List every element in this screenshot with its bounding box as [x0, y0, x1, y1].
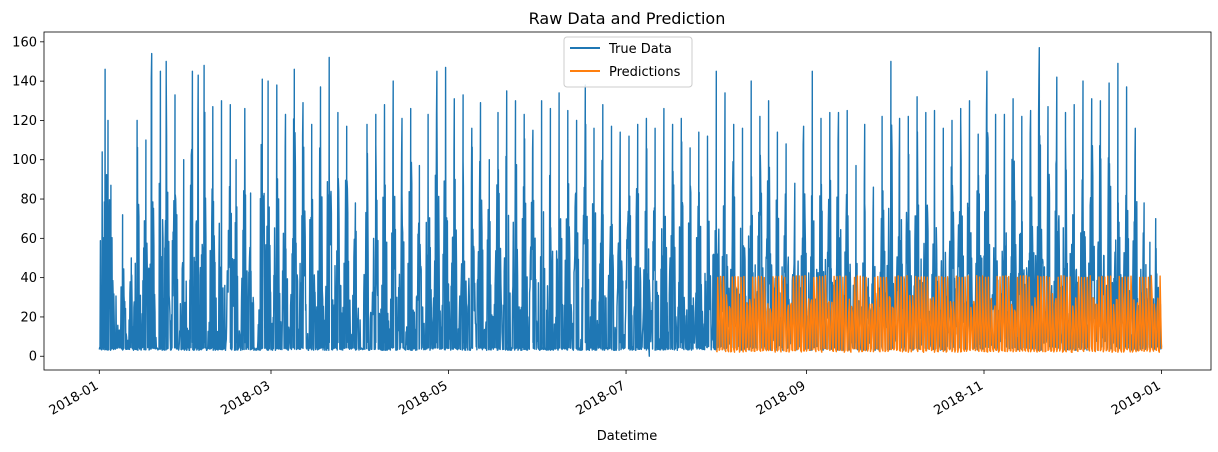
y-tick-label: 160 [12, 35, 37, 50]
legend: True Data Predictions [563, 36, 693, 88]
y-tick-label: 140 [12, 75, 37, 90]
series-layer [98, 47, 1163, 357]
x-axis-title: Datetime [597, 429, 657, 444]
y-tick-label: 120 [12, 114, 37, 129]
legend-label-predictions: Predictions [609, 65, 681, 80]
y-tick-label: 80 [20, 193, 37, 208]
plot-frame [43, 31, 1212, 371]
y-tick-label: 100 [12, 153, 37, 168]
y-tick-label: 0 [29, 350, 37, 365]
y-tick-label: 40 [20, 271, 37, 286]
series-line-predictions [715, 275, 1163, 353]
y-tick-label: 20 [20, 310, 37, 325]
y-axis: 0 20 40 60 80 100 120 140 160 [12, 35, 44, 365]
legend-label-true-data: True Data [608, 42, 672, 57]
chart-title: Raw Data and Prediction [529, 9, 726, 28]
legend-frame [563, 36, 693, 88]
y-tick-label: 60 [20, 232, 37, 247]
